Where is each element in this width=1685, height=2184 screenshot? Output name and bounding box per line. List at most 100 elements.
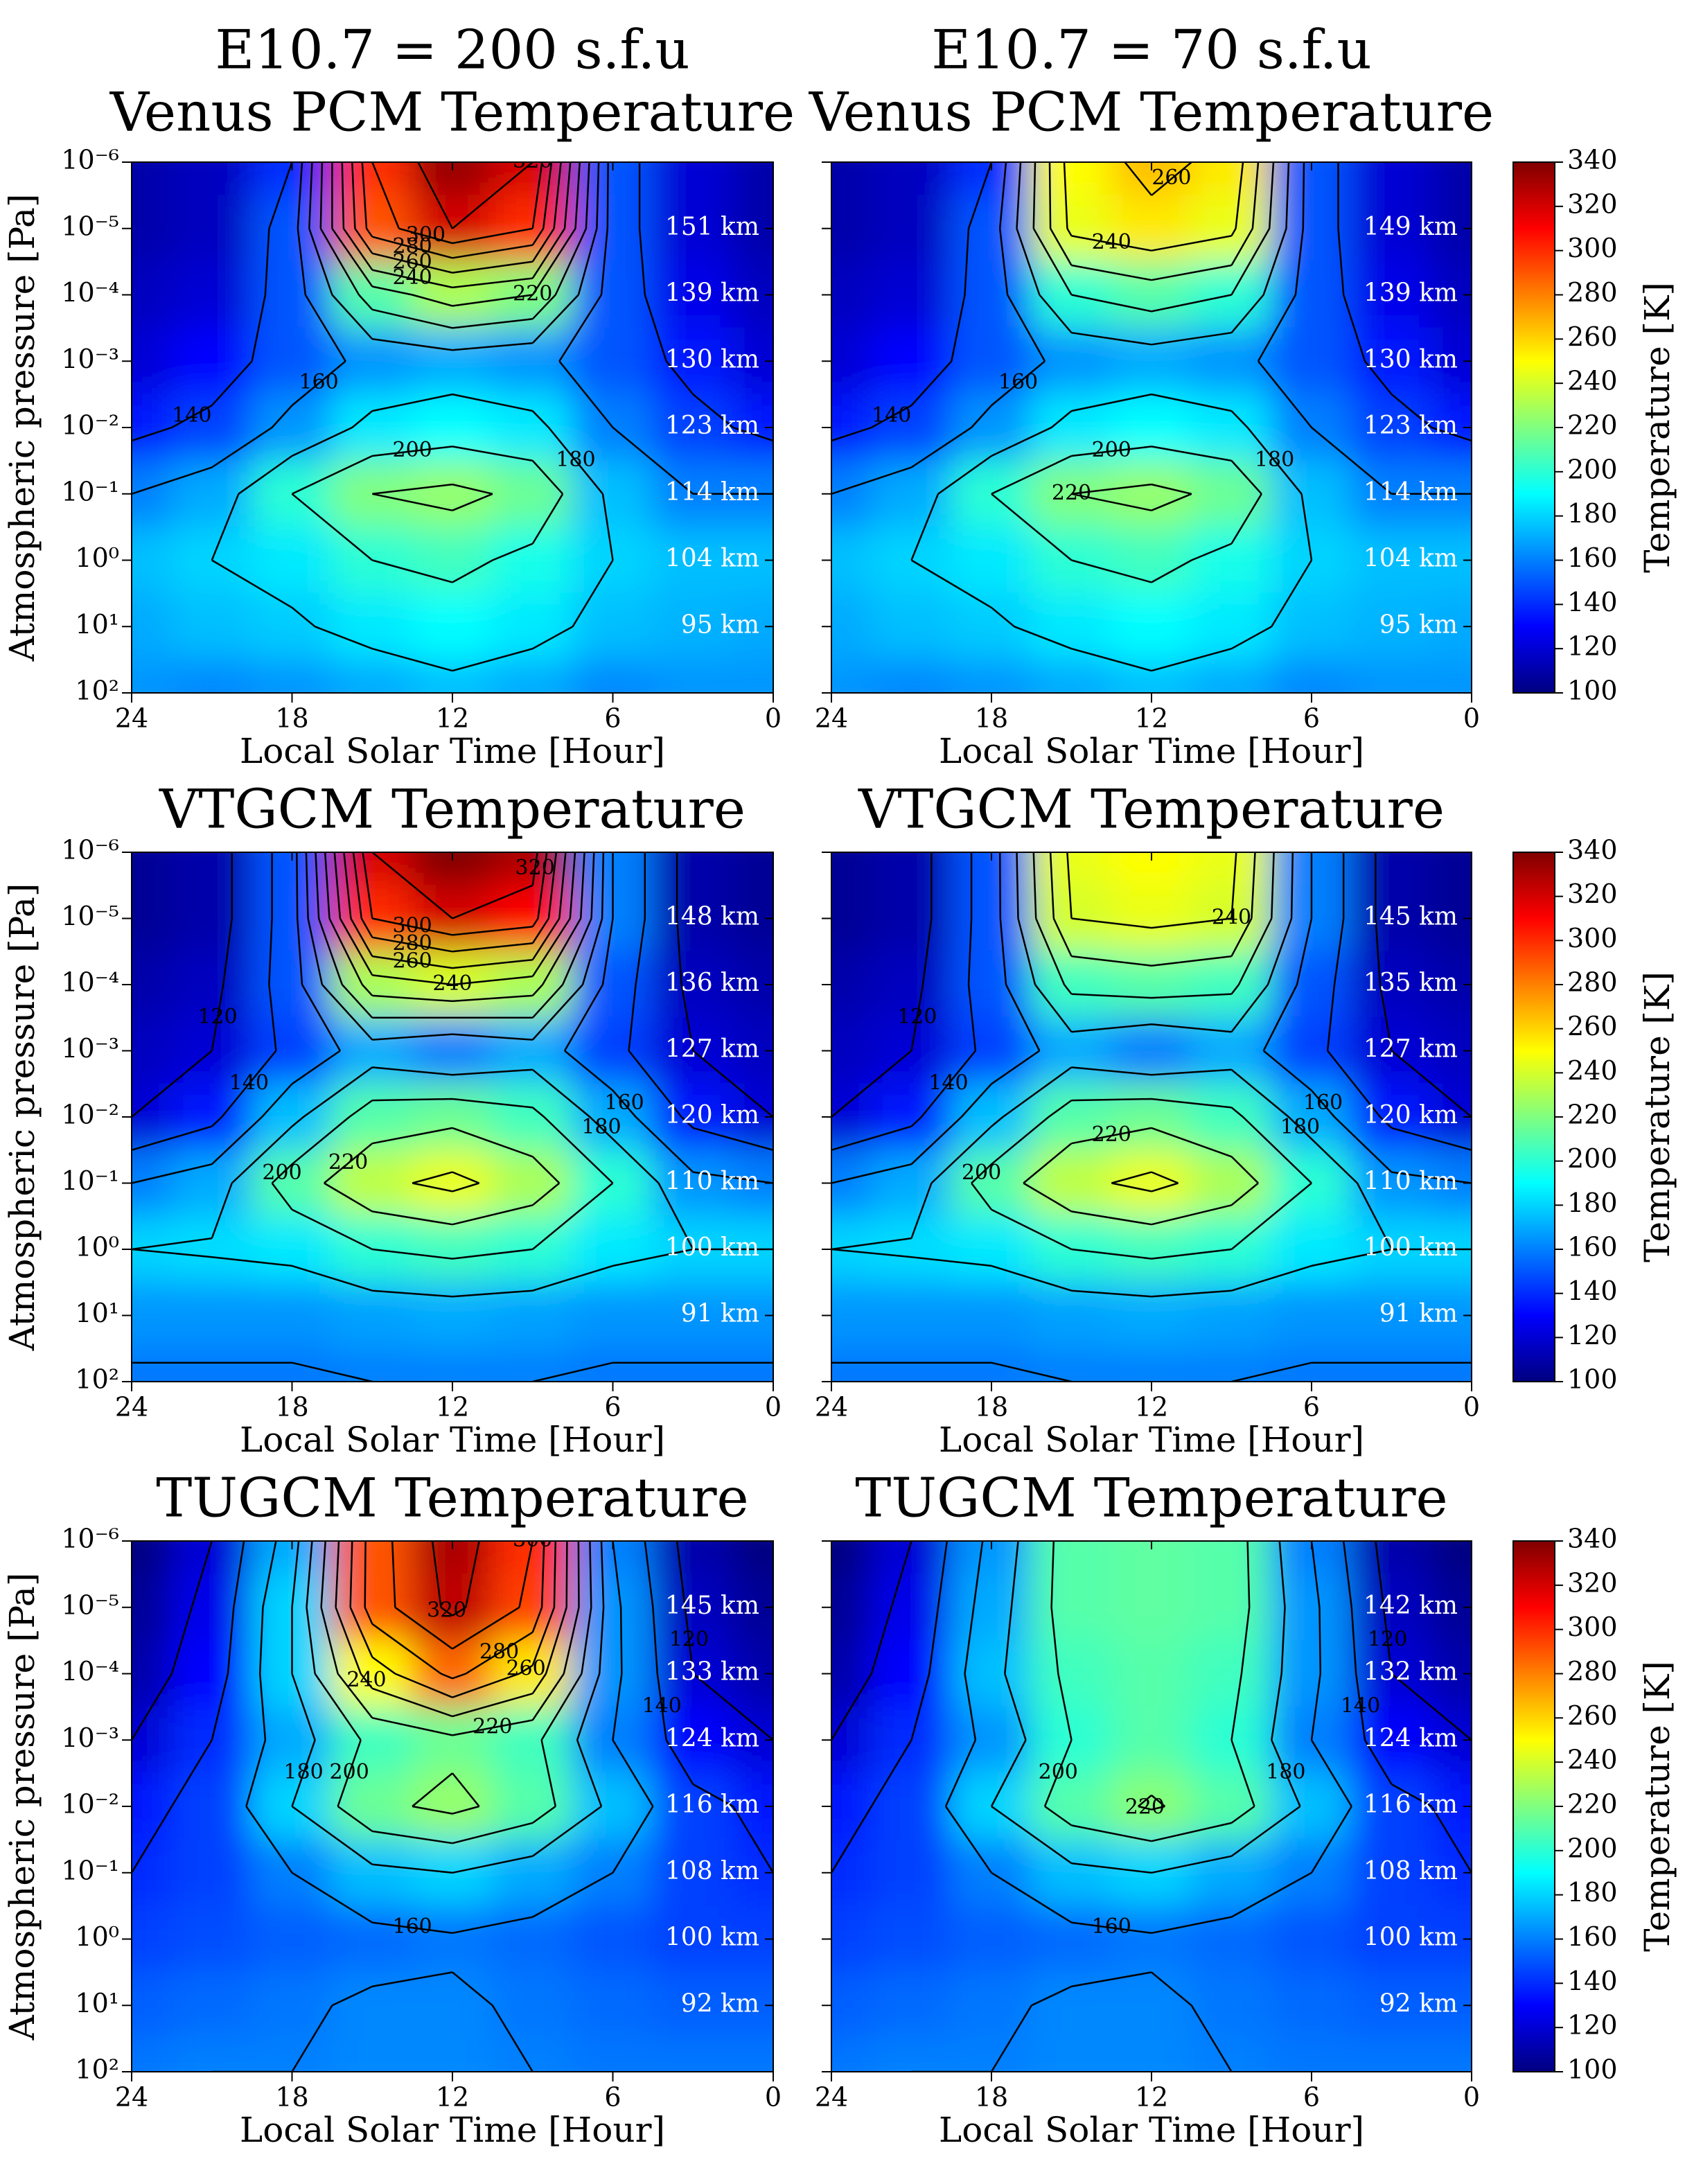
colorbar-tick-label: 140: [1567, 1966, 1618, 1996]
y-tick-label: 10⁻⁵: [61, 901, 119, 931]
heatmap-cell: [870, 1905, 953, 1973]
heatmap-cell: [870, 592, 953, 661]
contour-line: [1063, 162, 1244, 252]
heatmap-cell: [951, 1971, 1032, 2040]
heatmap-cell: [1190, 1541, 1273, 1575]
colorbar-tick-label: 100: [1567, 1364, 1618, 1395]
heatmap-cell: [1190, 1149, 1273, 1217]
heatmap-cell: [491, 592, 574, 661]
heatmap-cell: [652, 1573, 734, 1641]
y-tick-label: 10⁻⁴: [61, 277, 119, 308]
heatmap-cell: [1431, 1541, 1472, 1575]
y-tick-label: 10⁻³: [61, 1033, 119, 1064]
heatmap-cell: [1190, 1838, 1273, 1907]
altitude-label: 95 km: [681, 610, 759, 639]
contour-label: 300: [392, 913, 432, 937]
contour-label: 220: [1092, 1122, 1131, 1147]
contour-label: 120: [897, 1005, 937, 1029]
contour-label: 320: [515, 856, 555, 880]
contour-line: [341, 162, 572, 289]
y-tick-label: 10⁻²: [61, 1100, 119, 1130]
contour-label: 180: [581, 1115, 621, 1139]
altitude-label: 123 km: [1364, 412, 1458, 440]
heatmap-cell: [412, 526, 493, 595]
heatmap-cell: [170, 526, 253, 595]
heatmap-cell: [1350, 592, 1433, 661]
contour-line: [391, 1541, 534, 1650]
y-tick-label: 10²: [75, 2054, 119, 2085]
colorbar-label: Temperature [K]: [1637, 1661, 1677, 1952]
heatmap-cell: [1190, 162, 1273, 196]
heatmap-cell: [831, 1281, 872, 1350]
heatmap-cell: [870, 1281, 953, 1350]
colorbar-tick-label: 120: [1567, 631, 1618, 662]
heatmap-cell: [170, 327, 253, 396]
contour-label: 220: [473, 1714, 512, 1738]
altitude-label: 120 km: [1364, 1101, 1458, 1129]
heatmap-cell: [831, 261, 872, 329]
heatmap-cell: [870, 852, 953, 886]
heatmap-cell: [132, 2038, 173, 2072]
heatmap-cell: [1030, 852, 1113, 886]
chart-subtitle: Venus PCM Temperature: [809, 82, 1494, 144]
heatmap-cell: [732, 1348, 773, 1382]
heatmap-cell: [652, 1838, 734, 1907]
heatmap-cell: [251, 1348, 333, 1382]
heatmap-cell: [652, 261, 734, 329]
heatmap-cell: [870, 1541, 953, 1575]
heatmap-cell: [732, 659, 773, 693]
heatmap-cell: [870, 1348, 953, 1382]
x-tick-label: 0: [765, 2082, 782, 2113]
heatmap-cell: [652, 659, 734, 693]
contour-line: [1023, 852, 1259, 1226]
chart-title: TUGCM Temperature: [855, 1468, 1447, 1530]
heatmap-cell: [951, 951, 1032, 1019]
heatmap-cell: [572, 1215, 654, 1283]
heatmap-cell: [170, 1149, 253, 1217]
heatmap-cell: [1111, 1905, 1192, 1973]
heatmap-cell: [951, 2038, 1032, 2072]
heatmap-cell: [491, 1281, 574, 1350]
heatmap-cell: [870, 327, 953, 396]
heatmap-cell: [1350, 1541, 1433, 1575]
contour-label: 220: [513, 282, 552, 306]
colorbar-tick-label: 100: [1567, 2054, 1618, 2085]
x-axis-label: Local Solar Time [Hour]: [939, 2110, 1364, 2150]
altitude-label: 92 km: [681, 1989, 759, 2018]
heatmap-cell: [1431, 2038, 1472, 2072]
heatmap-cell: [1030, 1971, 1113, 2040]
y-tick-label: 10⁻¹: [61, 1165, 119, 1196]
colorbar-tick-label: 240: [1567, 366, 1618, 396]
heatmap-cell: [170, 194, 253, 263]
heatmap-cell: [1030, 951, 1113, 1019]
heatmap-cell: [170, 459, 253, 528]
heatmap-cell: [331, 1573, 414, 1641]
heatmap-cell: [1350, 1149, 1433, 1217]
heatmap-cell: [1030, 592, 1113, 661]
heatmap-cell: [491, 2038, 574, 2072]
heatmap-cell: [870, 1971, 953, 2040]
heatmap-cell: [170, 1348, 253, 1382]
heatmap-cell: [870, 884, 953, 953]
heatmap-cell: [1350, 1083, 1433, 1151]
colorbar-tick-label: 340: [1567, 1524, 1618, 1554]
heatmap-cell: [132, 162, 173, 196]
heatmap-cell: [951, 1706, 1032, 1774]
altitude-label: 110 km: [665, 1168, 759, 1196]
heatmap-cell: [652, 1541, 734, 1575]
heatmap-cell: [251, 1971, 333, 2040]
heatmap-cell: [331, 1541, 414, 1575]
x-tick-label: 0: [765, 703, 782, 734]
altitude-label: 110 km: [1364, 1168, 1458, 1196]
heatmap-cell: [652, 592, 734, 661]
heatmap-cell: [132, 261, 173, 329]
altitude-label: 104 km: [665, 545, 759, 573]
heatmap-cell: [1271, 1016, 1352, 1085]
heatmap-cell: [951, 884, 1032, 953]
y-tick-label: 10²: [75, 1364, 119, 1395]
heatmap-cell: [132, 1016, 173, 1085]
contour-line: [320, 1541, 580, 1815]
heatmap: [132, 852, 773, 1382]
heatmap-cell: [831, 1971, 872, 2040]
